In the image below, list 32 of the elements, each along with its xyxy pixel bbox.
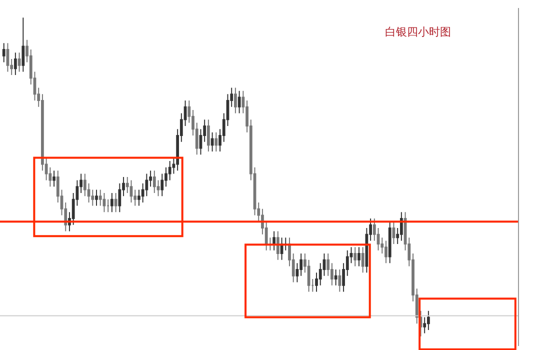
candlestick xyxy=(392,221,396,244)
candlestick xyxy=(52,170,56,188)
candlestick xyxy=(14,52,17,76)
candlestick xyxy=(102,192,106,213)
candlestick xyxy=(284,237,288,251)
candlestick xyxy=(384,240,388,264)
candlestick xyxy=(152,170,156,194)
candlestick xyxy=(18,52,21,72)
candlestick xyxy=(234,87,237,114)
candlestick xyxy=(272,230,276,251)
candlestick xyxy=(210,132,214,152)
candlestick xyxy=(206,119,210,152)
candlestick xyxy=(114,192,118,213)
candlestick xyxy=(2,42,6,63)
candlestick xyxy=(22,17,25,72)
candlestick xyxy=(427,310,430,331)
candlestick xyxy=(130,180,133,204)
candlestick xyxy=(110,192,114,213)
candlestick xyxy=(334,268,338,286)
candlestick xyxy=(238,90,241,114)
candlestick xyxy=(361,246,364,274)
candlestick xyxy=(338,268,342,292)
candlestick xyxy=(6,42,10,72)
candlestick xyxy=(400,212,403,242)
candlestick xyxy=(358,246,360,267)
candlestick xyxy=(388,221,392,264)
text: 白银四小时图 xyxy=(385,26,451,39)
candlestick xyxy=(276,230,280,260)
candlestick xyxy=(95,189,98,206)
candlestick xyxy=(280,237,284,260)
candlestick xyxy=(214,132,218,152)
candlestick xyxy=(354,246,357,267)
